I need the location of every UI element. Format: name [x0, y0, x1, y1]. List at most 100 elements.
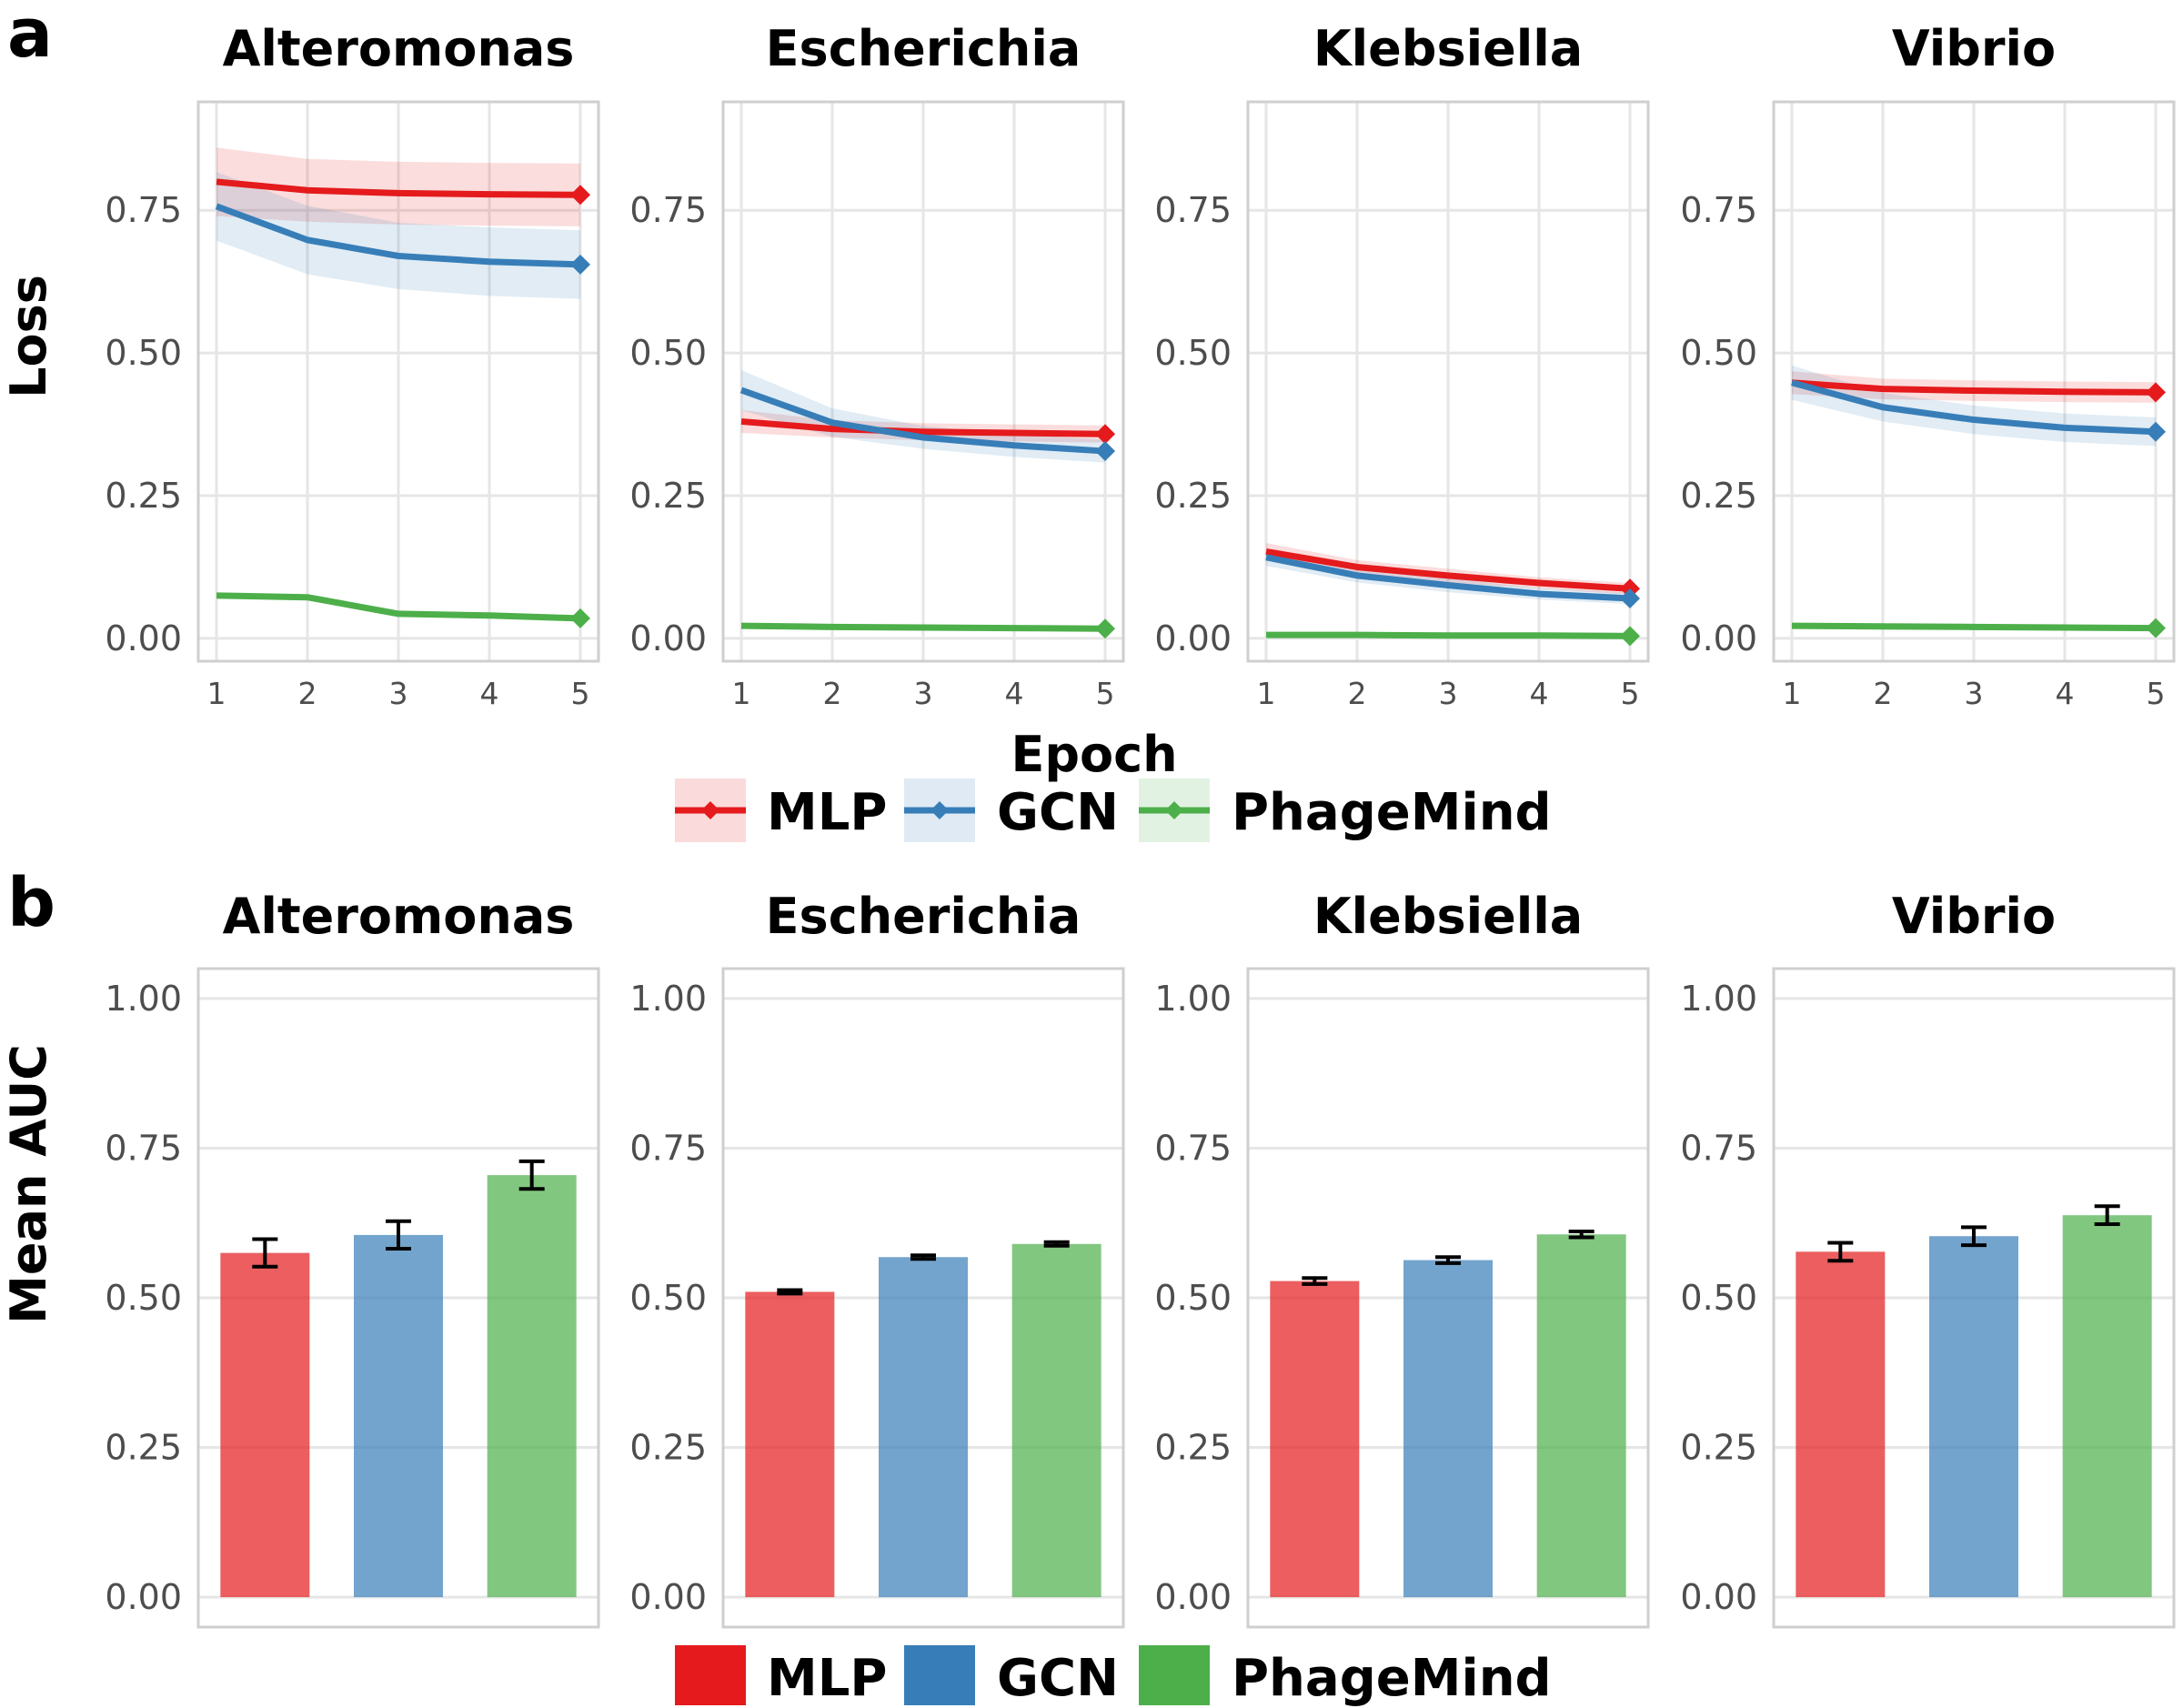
legend-swatch-phagemind: [1139, 1645, 1210, 1705]
line-gcn: [1791, 379, 2157, 436]
legend-label-gcn: GCN: [997, 783, 1119, 842]
y-tick-label: 0.25: [105, 476, 182, 516]
y-tick-label: 0.00: [1154, 1577, 1232, 1617]
legend-key-marker-mlp: [701, 801, 719, 819]
legend-loss: MLP GCN PhageMind: [675, 779, 1552, 842]
y-tick-label: 0.50: [629, 1278, 707, 1318]
y-tick-label: 0.00: [1680, 618, 1757, 658]
end-marker-mlp: [1095, 424, 1115, 445]
line-phagemind: [1791, 622, 2157, 632]
line-gcn: [215, 203, 581, 268]
legend-auc: MLP GCN PhageMind: [675, 1645, 1552, 1708]
loss-axis-title: Loss: [0, 275, 57, 398]
ribbon-gcn: [1266, 548, 1630, 605]
y-tick-label: 0.50: [105, 1278, 182, 1318]
legend-label-phagemind: PhageMind: [1232, 783, 1552, 842]
end-marker-gcn: [2146, 421, 2166, 442]
bar-mlp: [745, 1291, 835, 1598]
x-tick-label: 4: [1005, 676, 1024, 711]
panel-letter-a: a: [7, 0, 53, 73]
y-tick-label: 0.75: [105, 1128, 182, 1168]
facet-title: Alteromonas: [223, 888, 575, 945]
bar-mlp: [220, 1252, 310, 1598]
loss-facet-alteromonas: Alteromonas 0.00 0.25 0.50 0.75 1 2 3 4 5: [105, 20, 600, 711]
epoch-axis-title: Epoch: [1011, 726, 1177, 783]
bar-phagemind: [1536, 1234, 1626, 1598]
x-tick-label: 2: [298, 676, 317, 711]
facet-title: Vibrio: [1892, 20, 2056, 77]
y-tick-label: 0.50: [1154, 333, 1232, 373]
y-tick-label: 1.00: [105, 979, 182, 1019]
line-mlp: [1265, 548, 1631, 592]
x-tick-label: 5: [1621, 676, 1640, 711]
auc-facet-alteromonas: Alteromonas 0.00 0.25 0.50 0.75 1.00: [105, 888, 600, 1629]
y-tick-label: 0.50: [1154, 1278, 1232, 1318]
x-tick-label: 1: [732, 676, 751, 711]
y-tick-label: 1.00: [1154, 979, 1232, 1019]
line-phagemind: [740, 622, 1106, 632]
end-marker-phagemind: [1095, 618, 1115, 639]
x-tick-label: 4: [480, 676, 499, 711]
y-tick-label: 0.75: [1680, 190, 1757, 230]
bar-phagemind: [2062, 1215, 2152, 1598]
bar-mlp: [1270, 1281, 1360, 1598]
y-tick-label: 0.25: [105, 1428, 182, 1468]
bar-gcn: [879, 1257, 968, 1598]
legend-key-marker-phagemind: [1165, 801, 1183, 819]
y-tick-label: 0.50: [105, 333, 182, 373]
panel-frame: [1246, 100, 1650, 663]
panel-letter-b: b: [7, 864, 55, 942]
panel-frame: [196, 967, 600, 1629]
line-gcn: [1265, 554, 1631, 602]
y-tick-label: 0.75: [629, 190, 707, 230]
y-tick-label: 0.50: [629, 333, 707, 373]
line-phagemind: [216, 592, 581, 622]
panel-frame: [721, 967, 1125, 1629]
panel-frame: [1772, 967, 2176, 1629]
x-tick-label: 2: [823, 676, 842, 711]
facet-title: Escherichia: [766, 20, 1081, 77]
ribbon-gcn: [216, 172, 580, 299]
end-marker-phagemind: [570, 608, 590, 628]
loss-facet-vibrio: Vibrio 0.00 0.25 0.50 0.75 1 2 3 4 5: [1680, 20, 2176, 711]
auc-facet-klebsiella: Klebsiella 0.00 0.25 0.50 0.75 1.00: [1154, 888, 1650, 1629]
x-tick-label: 3: [1965, 676, 1984, 711]
end-marker-phagemind: [1620, 626, 1640, 647]
mean-auc-axis-title: Mean AUC: [0, 1044, 57, 1324]
facet-title: Escherichia: [766, 888, 1081, 945]
legend-label-mlp: MLP: [767, 1649, 887, 1708]
legend-label-phagemind: PhageMind: [1232, 1649, 1552, 1708]
ribbon-mlp: [216, 147, 580, 226]
panel-frame: [1246, 967, 1650, 1629]
legend-swatch-mlp: [675, 1645, 746, 1705]
y-tick-label: 0.00: [1154, 618, 1232, 658]
ribbon-gcn: [741, 369, 1105, 463]
bar-gcn: [1403, 1260, 1493, 1598]
y-tick-label: 0.50: [1680, 1278, 1757, 1318]
facet-title: Vibrio: [1892, 888, 2056, 945]
facet-title: Klebsiella: [1313, 888, 1583, 945]
panel-frame: [721, 100, 1125, 663]
y-tick-label: 0.25: [1680, 476, 1757, 516]
line-phagemind: [1266, 631, 1631, 639]
y-tick-label: 0.00: [629, 1577, 707, 1617]
x-tick-label: 1: [207, 676, 226, 711]
y-tick-label: 0.75: [1154, 1128, 1232, 1168]
bar-gcn: [354, 1234, 443, 1598]
auc-bar-panels: Alteromonas 0.00 0.25 0.50 0.75 1.00 Escherich…: [105, 888, 2176, 1629]
x-tick-label: 3: [1439, 676, 1458, 711]
x-tick-label: 3: [914, 676, 933, 711]
y-tick-label: 0.00: [105, 618, 182, 658]
end-marker-gcn: [570, 254, 590, 275]
line-mlp: [216, 178, 581, 198]
y-tick-label: 0.50: [1680, 333, 1757, 373]
y-tick-label: 0.75: [1154, 190, 1232, 230]
y-tick-label: 1.00: [629, 979, 707, 1019]
legend-label-gcn: GCN: [997, 1649, 1119, 1708]
legend-key-marker-gcn: [931, 801, 949, 819]
y-tick-label: 0.25: [1680, 1428, 1757, 1468]
x-tick-label: 1: [1257, 676, 1276, 711]
x-tick-label: 2: [1348, 676, 1367, 711]
end-marker-phagemind: [2146, 618, 2166, 638]
